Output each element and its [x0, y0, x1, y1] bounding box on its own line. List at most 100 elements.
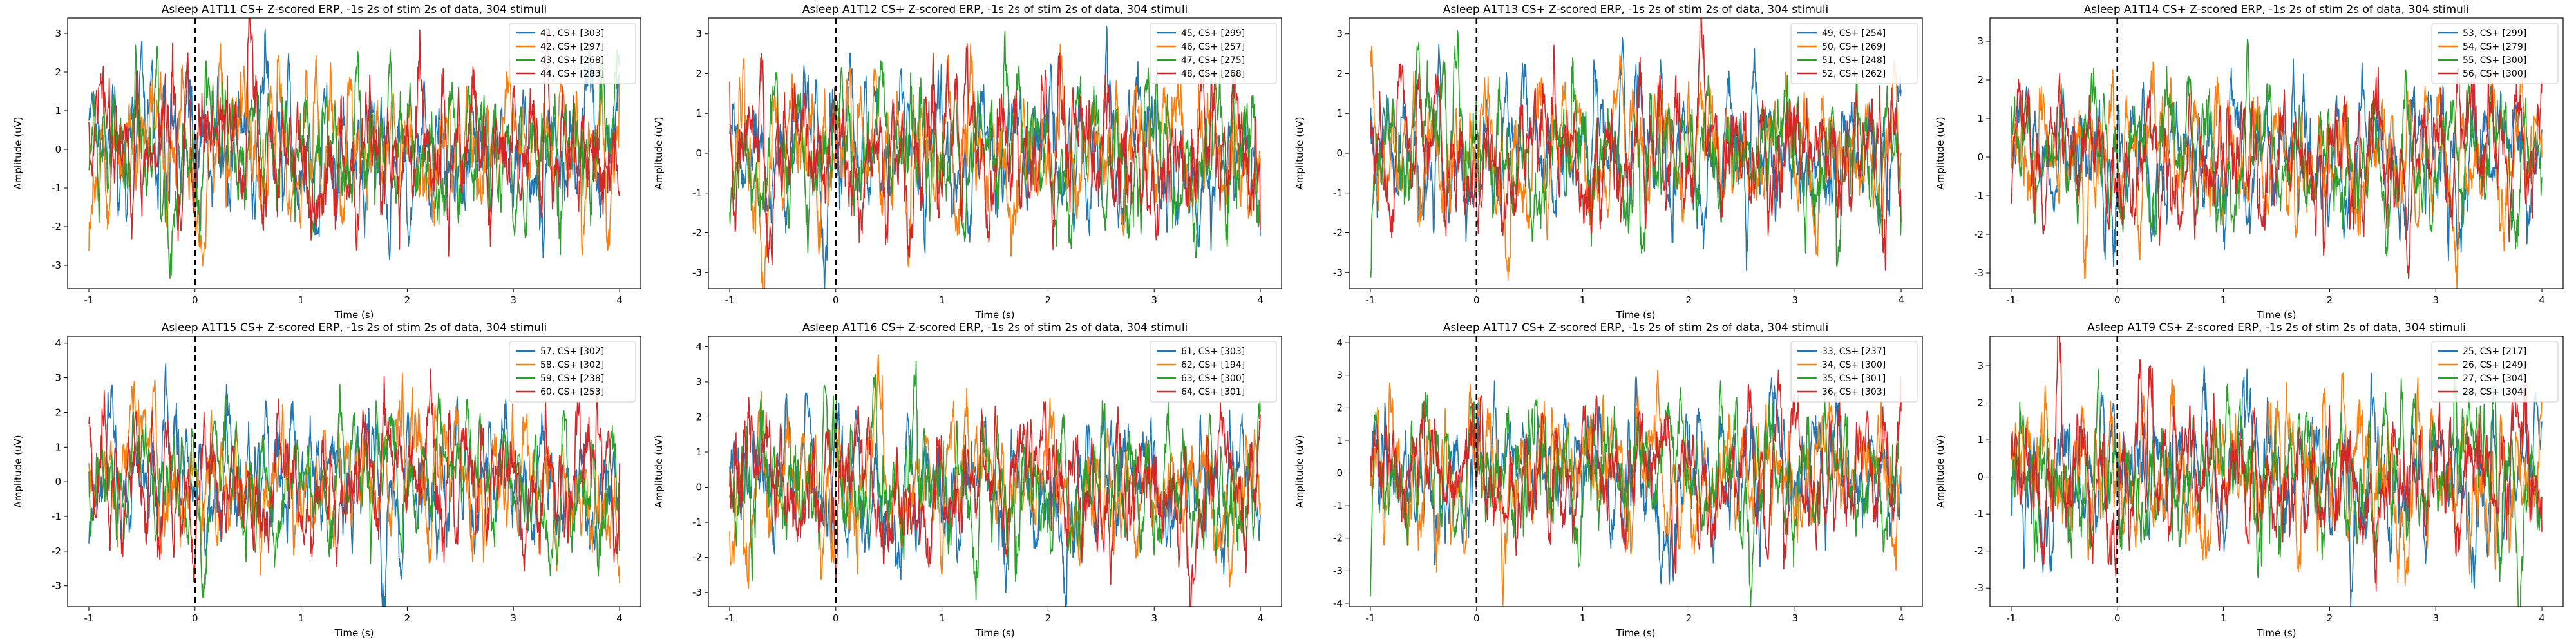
chart-panel: Asleep A1T13 CS+ Z-scored ERP, -1s 2s of… [1294, 3, 1923, 321]
y-tick-label: -1 [1333, 500, 1343, 511]
series-line [729, 43, 1261, 265]
series-line [88, 368, 620, 583]
series-group [1370, 370, 1902, 607]
legend-box [509, 23, 636, 84]
y-tick-label: 3 [1336, 370, 1343, 381]
chart-panel: Asleep A1T9 CS+ Z-scored ERP, -1s 2s of … [1935, 321, 2564, 639]
y-tick-label: 1 [1977, 434, 1984, 446]
legend: 53, CS+ [299] 54, CS+ [279] 55, CS+ [300] 5… [2431, 23, 2559, 84]
legend-label: 25, CS+ [217] [2463, 346, 2526, 357]
x-tick-label: 0 [1473, 612, 1480, 624]
y-tick-label: -3 [1333, 267, 1343, 278]
x-tick-label: -1 [84, 294, 93, 306]
x-axis-label: Time (s) [334, 627, 374, 639]
plot-frame [1989, 336, 2564, 607]
x-tick-label: 4 [2539, 294, 2545, 306]
chart-panel: Asleep A1T15 CS+ Z-scored ERP, -1s 2s of… [12, 321, 641, 639]
legend-box [2431, 23, 2559, 84]
series-group [88, 18, 620, 279]
series-group [88, 363, 620, 607]
series-line [729, 43, 1261, 289]
x-tick-label: -1 [1365, 612, 1375, 624]
x-axis-label: Time (s) [1616, 309, 1656, 321]
x-tick-label: 3 [2432, 612, 2439, 624]
x-tick-label: 1 [298, 612, 305, 624]
x-tick-label: 4 [2539, 612, 2545, 624]
legend-label: 43, CS+ [268] [540, 55, 604, 66]
x-tick-label: 2 [2327, 294, 2333, 306]
series-line [2011, 336, 2543, 592]
x-tick-label: 4 [1898, 294, 1904, 306]
y-tick-label: -2 [1333, 533, 1343, 544]
x-tick-label: 3 [1792, 612, 1798, 624]
legend-label: 64, CS+ [301] [1181, 387, 1245, 397]
y-tick-label: 0 [1336, 468, 1343, 479]
legend: 33, CS+ [237] 34, CS+ [300] 35, CS+ [301] 3… [1790, 341, 1918, 402]
y-tick-label: 2 [1336, 402, 1343, 413]
x-tick-label: 2 [2327, 612, 2333, 624]
legend-label: 34, CS+ [300] [1822, 360, 1886, 370]
y-tick-label: 0 [55, 144, 61, 155]
legend-label: 54, CS+ [279] [2463, 42, 2526, 52]
x-tick-label: 1 [2221, 612, 2227, 624]
y-tick-label: -3 [52, 580, 61, 592]
series-line [88, 28, 620, 261]
series-line [2011, 368, 2543, 607]
y-tick-label: -2 [1974, 229, 1984, 240]
y-tick-label: 3 [1977, 35, 1984, 47]
series-line [2011, 66, 2543, 279]
y-tick-label: 2 [696, 411, 702, 422]
y-tick-label: 0 [696, 482, 702, 493]
x-tick-label: 3 [2432, 294, 2439, 306]
legend-label: 41, CS+ [303] [540, 28, 604, 39]
legend-label: 60, CS+ [253] [540, 387, 604, 397]
plot-frame [67, 17, 641, 289]
legend-label: 53, CS+ [299] [2463, 28, 2526, 39]
y-tick-label: -1 [52, 511, 61, 522]
series-line [2011, 58, 2543, 267]
x-tick-label: -1 [2006, 612, 2016, 624]
x-axis-label: Time (s) [2257, 627, 2297, 639]
y-tick-label: 3 [55, 372, 61, 384]
y-tick-label: 0 [696, 147, 702, 159]
y-tick-label: 3 [696, 376, 702, 388]
chart-title: Asleep A1T9 CS+ Z-scored ERP, -1s 2s of … [2087, 321, 2466, 334]
x-tick-label: 1 [1580, 612, 1586, 624]
y-tick-label: -2 [52, 221, 61, 232]
series-line [2011, 61, 2543, 289]
legend-label: 49, CS+ [254] [1822, 28, 1886, 39]
y-tick-label: 3 [1977, 360, 1984, 372]
x-tick-label: 0 [2114, 294, 2121, 306]
legend-label: 33, CS+ [237] [1822, 346, 1886, 357]
series-group [2011, 39, 2543, 289]
legend: 49, CS+ [254] 50, CS+ [269] 51, CS+ [248] 5… [1790, 23, 1918, 84]
chart-title: Asleep A1T15 CS+ Z-scored ERP, -1s 2s of… [162, 321, 547, 334]
y-tick-label: -1 [1333, 187, 1343, 199]
x-tick-label: -1 [724, 294, 734, 306]
x-tick-label: 2 [1045, 612, 1052, 624]
y-axis-label: Amplitude (uV) [653, 435, 665, 507]
series-line [2011, 372, 2543, 586]
y-tick-label: 1 [1336, 108, 1343, 119]
y-tick-label: -2 [1333, 227, 1343, 239]
plot-frame [708, 336, 1282, 607]
series-line [1370, 370, 1902, 606]
x-tick-label: 3 [510, 294, 516, 306]
y-tick-label: -4 [1333, 598, 1343, 609]
y-tick-label: -1 [1974, 508, 1984, 520]
x-tick-label: 1 [2221, 294, 2227, 306]
legend-label: 63, CS+ [300] [1181, 374, 1245, 384]
y-tick-label: -2 [692, 552, 702, 564]
y-axis-label: Amplitude (uV) [1935, 435, 1946, 507]
chart-panel: Asleep A1T16 CS+ Z-scored ERP, -1s 2s of… [653, 321, 1282, 639]
legend: 45, CS+ [299] 46, CS+ [257] 47, CS+ [275] 4… [1150, 23, 1277, 84]
y-tick-label: 1 [55, 105, 61, 117]
legend-label: 27, CS+ [304] [2463, 374, 2526, 384]
y-tick-label: 0 [1977, 151, 1984, 163]
y-tick-label: 1 [1336, 435, 1343, 446]
legend-box [1150, 23, 1277, 84]
chart-panel: Asleep A1T17 CS+ Z-scored ERP, -1s 2s of… [1294, 321, 1923, 639]
legend-box [509, 341, 636, 402]
y-axis-label: Amplitude (uV) [1935, 117, 1946, 189]
x-tick-label: 4 [616, 612, 623, 624]
